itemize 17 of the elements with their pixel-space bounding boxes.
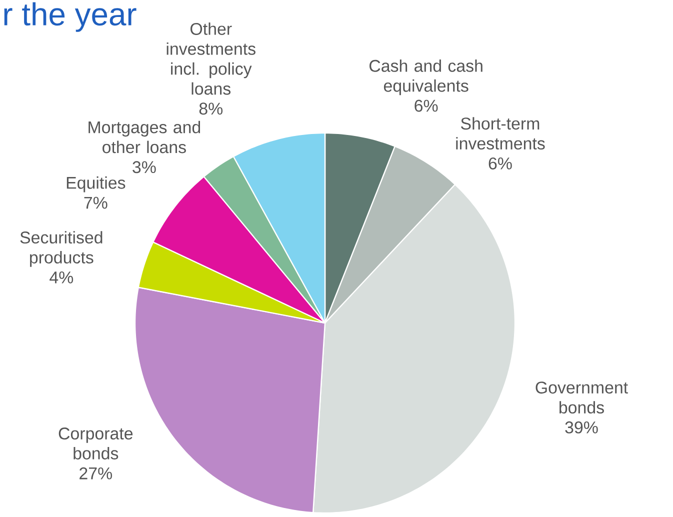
data-label: 6% [414, 100, 438, 112]
slice-label: Cash and cash equivalents [370, 59, 482, 96]
data-label: 3% [132, 161, 156, 174]
data-label: 6% [488, 157, 512, 170]
slice-label: Equities [66, 176, 126, 192]
slice-label: Government bonds [536, 382, 628, 414]
data-label: 39% [565, 421, 598, 434]
slice-label: Mortgages and other loans [88, 120, 200, 154]
data-label: 7% [84, 196, 108, 209]
data-label: 4% [50, 271, 74, 284]
slice-label: Other investments incl. policy loans [166, 22, 256, 95]
slice-label: Short-term investments [456, 117, 545, 150]
slice-label: Securitised products [20, 231, 102, 267]
chart-title: r the year [4, 2, 136, 32]
slice-label: Corporate bonds [58, 428, 133, 460]
data-label: 8% [199, 102, 223, 115]
data-label: 27% [80, 467, 112, 480]
